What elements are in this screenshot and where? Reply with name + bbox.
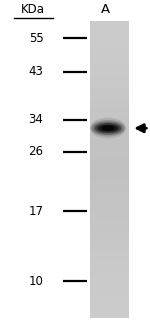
Text: 55: 55 bbox=[29, 32, 43, 45]
Text: 10: 10 bbox=[28, 275, 44, 288]
Text: 26: 26 bbox=[28, 145, 44, 158]
Ellipse shape bbox=[90, 118, 126, 138]
Ellipse shape bbox=[98, 125, 118, 131]
Ellipse shape bbox=[95, 124, 121, 133]
Text: 43: 43 bbox=[28, 65, 44, 78]
Text: 17: 17 bbox=[28, 205, 44, 218]
Text: KDa: KDa bbox=[21, 3, 45, 17]
Text: 34: 34 bbox=[28, 113, 44, 127]
Ellipse shape bbox=[102, 126, 114, 130]
Ellipse shape bbox=[92, 120, 125, 136]
Text: A: A bbox=[100, 3, 109, 17]
Ellipse shape bbox=[93, 122, 123, 135]
